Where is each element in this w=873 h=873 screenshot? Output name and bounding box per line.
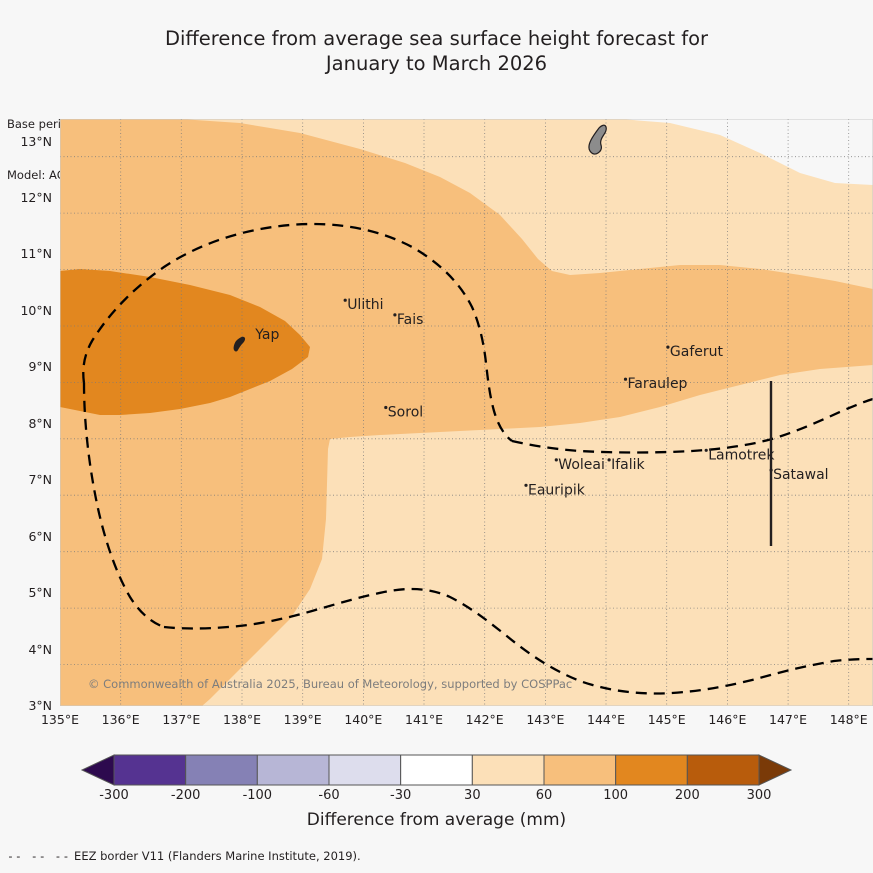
colorbar-tick-label: -60 xyxy=(318,788,340,803)
eez-legend-text: EEZ border V11 (Flanders Marine Institut… xyxy=(74,849,361,863)
colorbar-band xyxy=(256,754,330,786)
place-label-ifalik: Ifalik xyxy=(611,457,645,473)
contour-band-60-100 xyxy=(60,119,873,706)
colorbar-band xyxy=(113,754,187,786)
y-axis-tick-label: 9°N xyxy=(28,359,52,375)
x-axis-tick-label: 138°E xyxy=(222,712,261,727)
x-axis-tick-label: 144°E xyxy=(587,712,626,727)
colorbar-band xyxy=(543,754,617,786)
colorbar-tick-label: 30 xyxy=(464,788,481,803)
place-marker-dot xyxy=(393,313,397,317)
eez-legend-footnote: -- -- -- EEZ border V11 (Flanders Marine… xyxy=(7,849,361,863)
colorbar-tick-label: -200 xyxy=(170,788,201,803)
place-label-faraulep: Faraulep xyxy=(628,376,688,392)
title-line-1: Difference from average sea surface heig… xyxy=(164,27,709,50)
x-axis-tick-label: 145°E xyxy=(647,712,686,727)
x-axis-tick-label: 142°E xyxy=(465,712,504,727)
y-axis-tick-label: 8°N xyxy=(28,415,52,431)
place-label-sorol: Sorol xyxy=(388,405,423,421)
colorbar-cap-high xyxy=(758,754,793,786)
place-marker-dot xyxy=(623,377,628,381)
y-axis-tick-label: 6°N xyxy=(28,528,52,544)
place-labels: Yap Ulithi Fais Sorol Gaferut Faraulep Woleai I… xyxy=(254,297,828,498)
x-axis-tick-label: 143°E xyxy=(526,712,565,727)
colorbar-cap-low xyxy=(80,754,115,786)
colorbar-panel[interactable] xyxy=(0,750,873,808)
map-panel[interactable]: Yap Ulithi Fais Sorol Gaferut Faraulep Woleai I… xyxy=(60,119,873,706)
place-label-satawal: Satawal xyxy=(773,467,828,483)
colorbar-tick-label: -100 xyxy=(242,788,273,803)
eez-legend-dashes: -- -- -- xyxy=(7,849,71,863)
colorbar-title: Difference from average (mm) xyxy=(306,810,567,830)
place-marker-dot xyxy=(704,448,708,452)
guam-landmass-icon xyxy=(588,124,607,155)
copyright-text: © Commonwealth of Australia 2025, Bureau… xyxy=(88,677,572,691)
x-axis-tick-label: 135°E xyxy=(40,712,79,727)
y-axis-tick-label: 4°N xyxy=(28,641,52,657)
x-axis-tick-label: 136°E xyxy=(101,712,140,727)
place-marker-dot xyxy=(524,483,528,487)
place-label-fais: Fais xyxy=(397,312,424,328)
colorbar-band xyxy=(686,754,760,786)
title-line-2: January to March 2026 xyxy=(325,52,548,75)
x-axis-tick-label: 140°E xyxy=(344,712,383,727)
x-axis-tick-label: 139°E xyxy=(283,712,322,727)
x-axis-tick-label: 137°E xyxy=(162,712,201,727)
x-axis-tick-label: 147°E xyxy=(769,712,808,727)
place-marker-dot xyxy=(769,468,773,472)
y-axis-tick-label: 10°N xyxy=(20,302,52,318)
y-axis-tick-label: 5°N xyxy=(28,585,52,601)
place-marker-dot xyxy=(343,298,347,302)
colorbar-svg xyxy=(80,754,793,786)
y-axis-tick-label: 13°N xyxy=(20,133,52,149)
colorbar-bands xyxy=(80,754,793,786)
colorbar-tick-label: 200 xyxy=(674,788,700,803)
contour-band-60-100-tongue xyxy=(60,449,176,706)
y-axis-tick-label: 3°N xyxy=(28,698,52,713)
place-marker-dot xyxy=(607,458,611,462)
colorbar-band xyxy=(185,754,258,786)
map-gridlines xyxy=(60,119,873,706)
colorbar-band xyxy=(615,754,688,786)
x-axis-tick-label: 146°E xyxy=(708,712,747,727)
colorbar-tick-label: 100 xyxy=(603,788,629,803)
place-label-yap: Yap xyxy=(254,327,279,343)
y-axis-tick-label: 11°N xyxy=(20,246,52,262)
colorbar-band xyxy=(400,754,473,786)
place-marker-dot xyxy=(666,345,670,349)
x-axis-tick-label: 148°E xyxy=(829,712,868,727)
place-marker-dot xyxy=(384,405,388,410)
place-label-eauripik: Eauripik xyxy=(528,482,586,498)
place-label-woleai: Woleai xyxy=(558,457,605,473)
colorbar-band xyxy=(471,754,545,786)
page-title: Difference from average sea surface heig… xyxy=(0,26,873,76)
colorbar-tick-label: -30 xyxy=(390,788,412,803)
colorbar-tick-label: -300 xyxy=(99,788,129,803)
place-label-gaferut: Gaferut xyxy=(670,344,724,360)
colorbar-band xyxy=(328,754,402,786)
colorbar-tick-label: 300 xyxy=(746,788,772,803)
map-svg: Yap Ulithi Fais Sorol Gaferut Faraulep Woleai I… xyxy=(60,119,873,706)
place-markers xyxy=(343,298,773,487)
x-axis-tick-label: 141°E xyxy=(405,712,444,727)
place-marker-dot xyxy=(554,458,558,462)
colorbar-tick-label: 60 xyxy=(535,788,553,803)
y-axis-tick-label: 7°N xyxy=(28,472,52,488)
eez-border xyxy=(82,222,873,695)
yap-island-icon xyxy=(233,336,246,352)
place-label-ulithi: Ulithi xyxy=(347,297,383,313)
contour-band-100-200 xyxy=(60,269,310,415)
y-axis-tick-label: 12°N xyxy=(20,190,52,206)
out-of-domain-region xyxy=(620,119,873,183)
place-label-lamotrek: Lamotrek xyxy=(708,447,775,463)
